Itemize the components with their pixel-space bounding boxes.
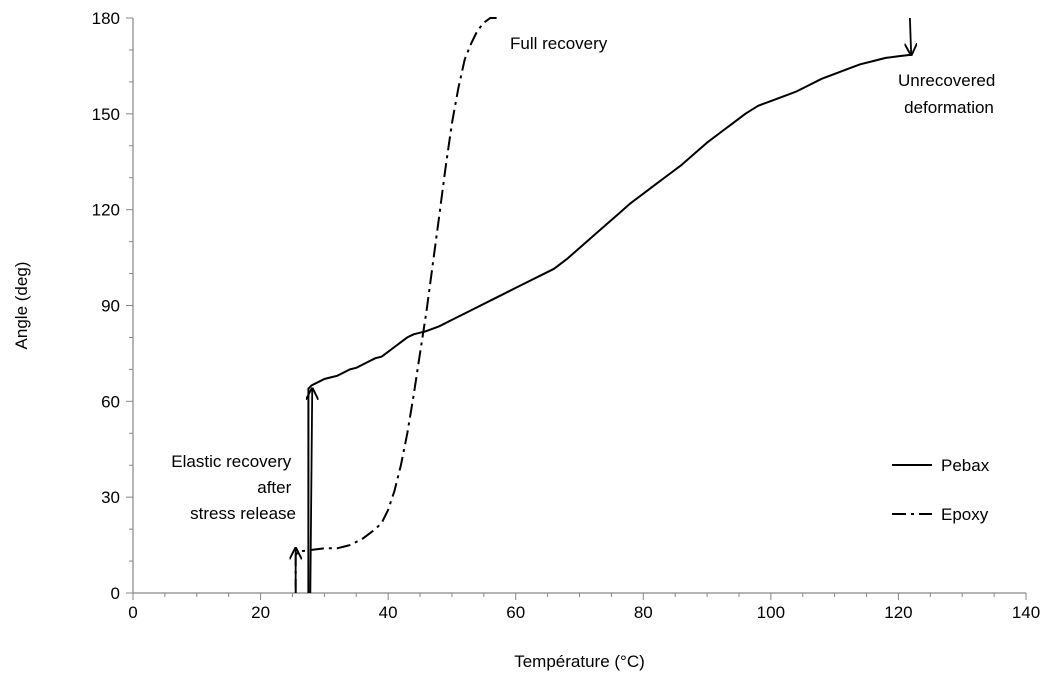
x-tick-label: 20 [251, 603, 270, 622]
legend-label-pebax: Pebax [941, 456, 990, 475]
annotation-elastic-line-2: after [257, 478, 291, 497]
annotation-unrecovered-line-2: deformation [904, 98, 994, 117]
x-tick-label: 100 [757, 603, 785, 622]
arrow-elastic-pebax [310, 389, 312, 594]
x-tick-label: 40 [379, 603, 398, 622]
y-tick-label: 150 [92, 105, 120, 124]
legend-label-epoxy: Epoxy [941, 505, 989, 524]
x-tick-label: 60 [506, 603, 525, 622]
x-tick-label: 0 [128, 603, 137, 622]
y-tick-label: 30 [101, 488, 120, 507]
annotation-full-recovery: Full recovery [510, 34, 608, 53]
annotation-arrows [296, 17, 912, 594]
arrow-unrecovered [910, 17, 911, 55]
annotation-elastic-line-3: stress release [190, 504, 296, 523]
x-tick-label: 140 [1012, 603, 1040, 622]
x-tick-label: 80 [634, 603, 653, 622]
y-tick-label: 0 [111, 584, 120, 603]
tick-labels: 0 20 40 60 80 100 120 140 0 30 60 90 120 150 180 [92, 9, 1041, 622]
annotation-elastic-recovery: Elastic recovery after stress release [171, 452, 296, 523]
series-line-pebax [307, 53, 912, 593]
y-tick-label: 60 [101, 392, 120, 411]
y-tick-label: 180 [92, 9, 120, 28]
annotation-unrecovered-deformation: Unrecovered deformation [898, 71, 1000, 117]
y-tick-label: 90 [101, 297, 120, 316]
x-tick-label: 120 [884, 603, 912, 622]
legend: Pebax Epoxy [892, 456, 990, 524]
annotation-full-line-1: Full recovery [510, 34, 608, 53]
annotation-elastic-line-1: Elastic recovery [171, 452, 291, 471]
series-lines [294, 17, 912, 593]
y-axis-title: Angle (deg) [12, 262, 31, 350]
annotations: Elastic recovery after stress release Fu… [171, 34, 1000, 523]
tick-marks [126, 17, 1027, 600]
x-axis-title: Température (°C) [514, 652, 645, 671]
series-line-epoxy [294, 17, 497, 593]
annotation-unrecovered-line-1: Unrecovered [898, 71, 995, 90]
y-tick-label: 120 [92, 201, 120, 220]
